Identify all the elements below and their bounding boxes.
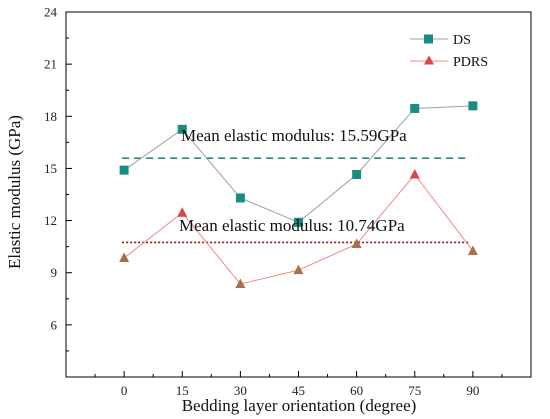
legend-ds-label: DS	[453, 33, 471, 48]
y-tick-label: 9	[51, 265, 58, 280]
x-axis-ticks: 0 15 30 45 60 75 90	[94, 371, 503, 398]
x-tick-label: 75	[408, 383, 421, 398]
pdrs-mean-annotation: Mean elastic modulus: 10.74GPa	[179, 216, 405, 235]
ds-mean-annotation: Mean elastic modulus: 15.59GPa	[181, 126, 407, 145]
series-ds-point	[177, 124, 187, 134]
x-axis-title: Bedding layer orientation (degree)	[182, 396, 417, 415]
mean-lines	[122, 157, 469, 244]
y-tick-label: 15	[44, 161, 57, 176]
series-ds-point	[119, 165, 129, 175]
x-tick-label: 0	[121, 383, 128, 398]
y-axis-ticks: 6 9 12 15 18 21 24	[44, 5, 72, 352]
series-pdrs-point	[235, 278, 246, 289]
series-pdrs-point	[293, 264, 304, 275]
series-ds-point	[235, 193, 245, 203]
x-tick-label: 45	[292, 383, 305, 398]
series-ds-point	[352, 170, 362, 180]
y-tick-label: 24	[44, 5, 58, 20]
x-tick-label: 60	[350, 383, 363, 398]
x-tick-label: 15	[176, 383, 189, 398]
y-tick-label: 18	[44, 109, 57, 124]
series-ds-point	[294, 217, 303, 227]
series-pdrs-point	[467, 245, 478, 255]
legend-pdrs-label: PDRS	[453, 55, 488, 70]
x-tick-label: 90	[466, 383, 479, 398]
y-tick-label: 6	[51, 317, 58, 332]
legend: DS PDRS	[410, 33, 488, 70]
series-ds-point	[410, 103, 420, 113]
series-pdrs-point	[177, 207, 188, 217]
legend-pdrs-marker	[424, 55, 434, 65]
y-tick-label: 21	[44, 57, 57, 72]
series-pdrs-point	[119, 252, 130, 262]
y-axis-title: Elastic modulus (GPa)	[5, 115, 24, 269]
series-pdrs-point	[351, 238, 362, 249]
series-ds-point	[468, 101, 478, 111]
series-markers	[119, 101, 478, 289]
legend-ds-marker	[424, 34, 433, 44]
series-ds-line	[123, 105, 473, 223]
x-tick-label: 30	[234, 383, 247, 398]
series-pdrs-point	[409, 169, 420, 179]
y-tick-label: 12	[44, 213, 57, 228]
